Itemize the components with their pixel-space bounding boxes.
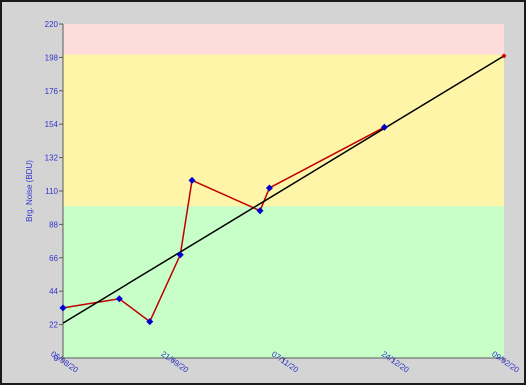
data-point-marker	[188, 176, 196, 184]
data-point-marker	[146, 318, 154, 326]
y-tick-label: 110	[45, 187, 58, 196]
data-point-marker	[115, 295, 123, 303]
band-normal	[63, 206, 504, 358]
trend-end-marker	[501, 53, 507, 59]
y-tick-label: 22	[49, 321, 58, 330]
data-point-marker	[59, 304, 67, 312]
y-tick-label: 66	[49, 254, 58, 263]
measured-line	[62, 126, 385, 323]
y-tick-label: 0	[54, 354, 59, 363]
band-alert	[63, 54, 504, 207]
y-tick-label: 132	[45, 154, 59, 163]
y-tick-label: 176	[45, 87, 59, 96]
data-point-marker	[256, 207, 264, 215]
y-tick-label: 198	[45, 53, 59, 62]
series-layer	[59, 53, 507, 326]
y-axis-label: Brg. Noise (BDU)	[25, 160, 34, 222]
y-tick-label: 88	[49, 220, 58, 229]
trend-line	[62, 55, 505, 324]
y-tick-label: 154	[45, 120, 59, 129]
y-axis-ticks: 0 22 44 66 88 110 132 154 176 198 220	[45, 20, 63, 363]
threshold-bands	[63, 24, 504, 358]
data-point-marker	[380, 123, 388, 131]
y-tick-label: 220	[45, 20, 59, 29]
x-tick-label: 09/02/20	[490, 349, 521, 375]
data-point-marker	[176, 251, 184, 259]
data-point-marker	[265, 184, 273, 192]
y-tick-label: 44	[49, 287, 58, 296]
band-danger	[63, 24, 504, 55]
